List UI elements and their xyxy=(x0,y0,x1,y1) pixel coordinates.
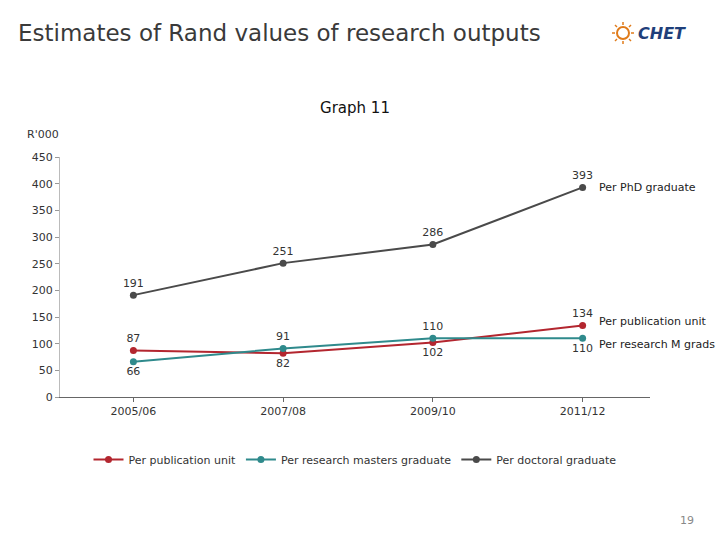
svg-text:200: 200 xyxy=(32,284,53,297)
svg-text:110: 110 xyxy=(572,342,593,355)
svg-text:2011/12: 2011/12 xyxy=(560,405,606,418)
svg-text:300: 300 xyxy=(32,231,53,244)
svg-text:134: 134 xyxy=(572,307,593,320)
svg-text:100: 100 xyxy=(32,338,53,351)
svg-text:66: 66 xyxy=(126,365,140,378)
svg-text:2005/06: 2005/06 xyxy=(111,405,157,418)
svg-text:Per publication unit: Per publication unit xyxy=(129,454,236,467)
svg-text:400: 400 xyxy=(32,178,53,191)
svg-text:91: 91 xyxy=(276,330,290,343)
svg-text:50: 50 xyxy=(39,364,53,377)
svg-text:450: 450 xyxy=(32,151,53,164)
svg-text:2009/10: 2009/10 xyxy=(410,405,456,418)
svg-text:Per doctoral graduate: Per doctoral graduate xyxy=(496,454,616,467)
svg-text:393: 393 xyxy=(572,169,593,182)
svg-text:Per research masters graduate: Per research masters graduate xyxy=(281,454,451,467)
svg-text:Per research M grads: Per research M grads xyxy=(599,338,715,351)
svg-text:Per publication unit: Per publication unit xyxy=(599,315,706,328)
svg-text:2007/08: 2007/08 xyxy=(260,405,306,418)
html-text:19: 19 xyxy=(680,514,694,527)
svg-text:87: 87 xyxy=(126,332,140,345)
svg-text:102: 102 xyxy=(422,346,443,359)
html-text:Estimates of Rand values of re: Estimates of Rand values of research out… xyxy=(18,20,541,46)
svg-text:82: 82 xyxy=(276,357,290,370)
svg-text:350: 350 xyxy=(32,204,53,217)
svg-text:110: 110 xyxy=(422,320,443,333)
svg-text:150: 150 xyxy=(32,311,53,324)
svg-text:286: 286 xyxy=(422,226,443,239)
svg-text:191: 191 xyxy=(123,277,144,290)
svg-text:Graph 11: Graph 11 xyxy=(320,99,390,117)
svg-text:R'000: R'000 xyxy=(27,128,59,141)
html-text:CHET: CHET xyxy=(638,23,685,43)
svg-text:0: 0 xyxy=(46,391,53,404)
svg-text:251: 251 xyxy=(273,245,294,258)
svg-text:250: 250 xyxy=(32,258,53,271)
svg-text:Per PhD graduate: Per PhD graduate xyxy=(599,181,696,194)
